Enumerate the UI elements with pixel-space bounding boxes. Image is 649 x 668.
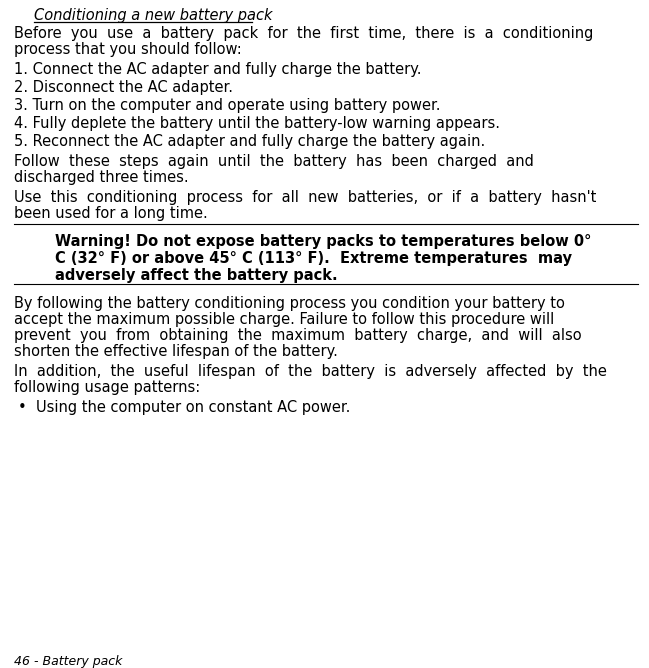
Text: accept the maximum possible charge. Failure to follow this procedure will: accept the maximum possible charge. Fail… (14, 312, 554, 327)
Text: 1. Connect the AC adapter and fully charge the battery.: 1. Connect the AC adapter and fully char… (14, 62, 421, 77)
Text: following usage patterns:: following usage patterns: (14, 380, 201, 395)
Text: discharged three times.: discharged three times. (14, 170, 189, 185)
Text: Using the computer on constant AC power.: Using the computer on constant AC power. (36, 400, 350, 415)
Text: 2. Disconnect the AC adapter.: 2. Disconnect the AC adapter. (14, 80, 233, 95)
Text: Use  this  conditioning  process  for  all  new  batteries,  or  if  a  battery : Use this conditioning process for all ne… (14, 190, 596, 205)
Text: been used for a long time.: been used for a long time. (14, 206, 208, 221)
Text: shorten the effective lifespan of the battery.: shorten the effective lifespan of the ba… (14, 344, 338, 359)
Text: Follow  these  steps  again  until  the  battery  has  been  charged  and: Follow these steps again until the batte… (14, 154, 534, 169)
Text: process that you should follow:: process that you should follow: (14, 42, 241, 57)
Text: 5. Reconnect the AC adapter and fully charge the battery again.: 5. Reconnect the AC adapter and fully ch… (14, 134, 485, 149)
Text: In  addition,  the  useful  lifespan  of  the  battery  is  adversely  affected : In addition, the useful lifespan of the … (14, 364, 607, 379)
Text: •: • (18, 400, 27, 415)
Text: 4. Fully deplete the battery until the battery-low warning appears.: 4. Fully deplete the battery until the b… (14, 116, 500, 131)
Text: Before  you  use  a  battery  pack  for  the  first  time,  there  is  a  condit: Before you use a battery pack for the fi… (14, 26, 593, 41)
Text: Conditioning a new battery pack: Conditioning a new battery pack (34, 8, 273, 23)
Text: 46 - Battery pack: 46 - Battery pack (14, 655, 123, 668)
Text: 3. Turn on the computer and operate using battery power.: 3. Turn on the computer and operate usin… (14, 98, 441, 113)
Text: By following the battery conditioning process you condition your battery to: By following the battery conditioning pr… (14, 296, 565, 311)
Text: C (32° F) or above 45° C (113° F).  Extreme temperatures  may: C (32° F) or above 45° C (113° F). Extre… (55, 251, 572, 266)
Text: Warning! Do not expose battery packs to temperatures below 0°: Warning! Do not expose battery packs to … (55, 234, 591, 249)
Text: prevent  you  from  obtaining  the  maximum  battery  charge,  and  will  also: prevent you from obtaining the maximum b… (14, 328, 582, 343)
Text: adversely affect the battery pack.: adversely affect the battery pack. (55, 268, 337, 283)
